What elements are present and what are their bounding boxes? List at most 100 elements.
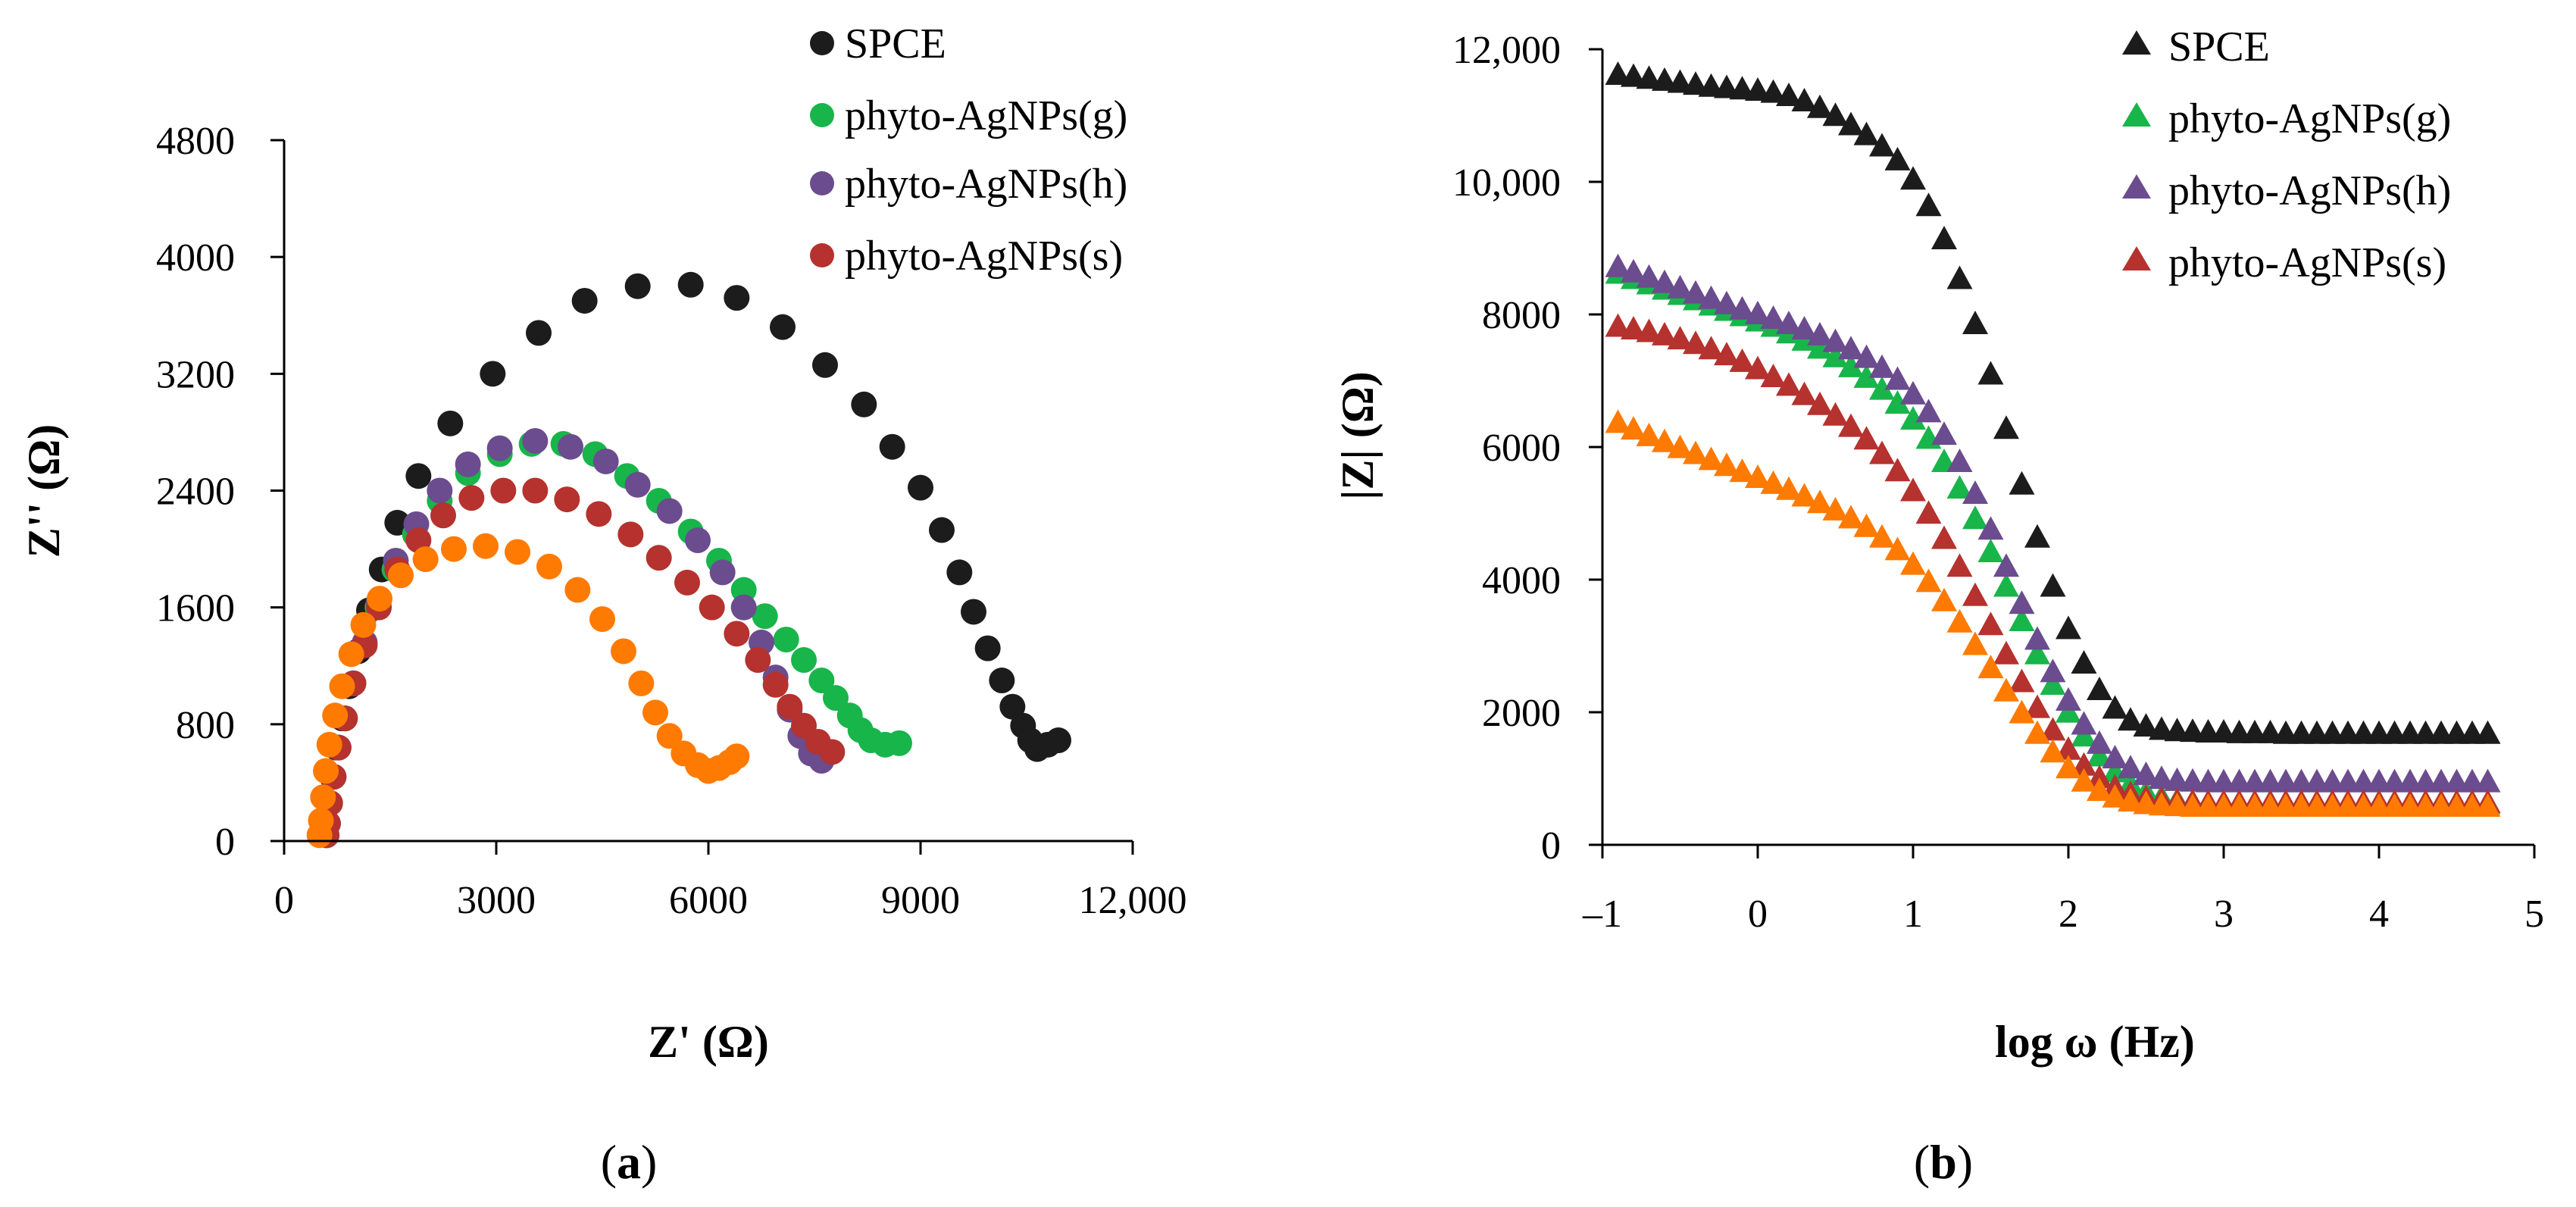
panel-a-data-point (961, 599, 986, 625)
panel-b-data-point (1977, 539, 2004, 562)
panel-a-label: (a) (601, 1135, 658, 1189)
panel-b-y-tick-label: 0 (1541, 824, 1561, 868)
panel-a-legend-marker-g (810, 103, 834, 127)
panel-a-data-point (677, 271, 704, 298)
panel-b-data-point (1962, 505, 1988, 530)
panel-b-data-point (2133, 713, 2159, 737)
panel-b-data-point (2055, 699, 2081, 723)
panel-a-legend: SPCE phyto-AgNPs(g) phyto-AgNPs(h) phyto… (810, 20, 1127, 280)
panel-a-data-point (879, 433, 905, 460)
panel-b-data-point (2009, 608, 2035, 631)
panel-b-data-point (1714, 290, 1740, 314)
panel-a-y-tick-label: 2400 (156, 471, 235, 514)
panel-a-data-point (624, 471, 651, 498)
panel-b-legend-marker-s (2122, 246, 2151, 270)
panel-a-data-point (522, 477, 549, 504)
panel-b-data-point (1667, 69, 1693, 93)
panel-a-y-tick-label: 4000 (156, 236, 235, 280)
panel-b-data-point (2087, 677, 2112, 700)
panel-b-data-point (2087, 730, 2112, 754)
panel-b-data-point (1652, 428, 1677, 452)
panel-b-data-point (1667, 434, 1693, 458)
panel-a-legend-marker-spce (810, 31, 834, 55)
panel-a-x-tick-label: 6000 (669, 879, 748, 922)
panel-a-data-point (505, 539, 530, 565)
panel-b-data-point (1838, 111, 1864, 136)
panel-a-x-tick-label: 3000 (457, 879, 536, 922)
panel-b-label-letter: b (1930, 1135, 1957, 1189)
panel-a-y-tick-label: 800 (176, 704, 235, 747)
panel-b-data-point (1605, 409, 1631, 433)
panel-b-data-point (1636, 65, 1662, 89)
panel-b-label: (b) (1914, 1135, 1973, 1189)
panel-b-y-tick-label: 4000 (1482, 559, 1561, 602)
panel-b-data-point (1931, 421, 1957, 446)
panel-b-data-point (2474, 793, 2501, 817)
panel-b-data-point (1621, 258, 1646, 283)
panel-a-y-tick-label: 0 (215, 821, 235, 864)
panel-b-data-point (1791, 88, 1818, 111)
panel-b-data-point (1605, 61, 1631, 85)
panel-b-data-point (1760, 79, 1787, 103)
panel-b-data-point (1869, 133, 1895, 157)
panel-b-data-point (1807, 94, 1833, 118)
panel-a-legend-marker-s (810, 243, 834, 267)
panel-a-x-ticks: 0 3000 6000 9000 12,000 (274, 841, 1187, 922)
panel-a-data-point (316, 731, 342, 758)
panel-b-data-point (2087, 743, 2112, 767)
panel-b-data-point (2009, 590, 2035, 614)
panel-b-data-point (1977, 361, 2004, 385)
panel-b-data-point (1714, 342, 1740, 366)
panel-b-data-point (1807, 335, 1833, 359)
panel-b-legend: SPCE phyto-AgNPs(g) phyto-AgNPs(h) phyto… (2122, 23, 2451, 286)
panel-b-data-point (1807, 321, 1833, 346)
panel-a-data-point (974, 635, 1001, 661)
panel-a-y-tick-label: 3200 (156, 353, 235, 396)
panel-a-label-letter: a (617, 1135, 641, 1189)
panel-b-x-tick-label: 1 (1903, 893, 1923, 936)
panel-b-data-point (1838, 505, 1864, 529)
panel-b-data-point (2102, 695, 2128, 719)
panel-b-y-tick-label: 12,000 (1452, 29, 1561, 72)
panel-b-data-point (2040, 573, 2066, 597)
panel-b-data-point (2087, 765, 2112, 789)
panel-b-data-point (1946, 553, 1973, 577)
panel-a-data-point (770, 314, 796, 340)
panel-a: 0 3000 6000 9000 12,000 0 800 1600 2400 3200 4000… (19, 20, 1187, 1189)
panel-b-x-axis-title: log ω (Hz) (1995, 1017, 2195, 1067)
panel-b-x-tick-label: 3 (2214, 893, 2234, 936)
panel-a-data-point (908, 474, 933, 501)
panel-a-data-point (437, 410, 464, 436)
panel-b-data-point (1698, 285, 1724, 309)
panel-b-data-point (1605, 313, 1631, 337)
panel-a-x-tick-label: 9000 (881, 879, 960, 922)
panel-a-legend-label-spce: SPCE (845, 20, 946, 67)
panel-b-data-point (2009, 471, 2035, 495)
panel-a-data-point (350, 611, 377, 638)
panel-b-data-point (1636, 264, 1662, 288)
panel-b-y-tick-label: 6000 (1482, 427, 1561, 470)
panel-b-data-point (1822, 102, 1849, 127)
panel-a-series-series-5 (306, 533, 750, 849)
panel-b-plot-area (1605, 61, 2501, 817)
panel-a-data-point (554, 486, 580, 513)
panel-b-data-point (2024, 720, 2050, 744)
panel-a-data-point (536, 553, 562, 580)
panel-a-data-point (730, 594, 757, 621)
panel-b-data-point (1869, 354, 1895, 378)
panel-a-data-point (724, 285, 750, 311)
panel-a-plot-area (306, 271, 1071, 849)
panel-b-data-point (2149, 765, 2174, 790)
panel-b-series-spce (1605, 61, 2501, 744)
panel-b-data-point (1853, 426, 1880, 450)
panel-b-data-point (1946, 475, 1973, 499)
panel-b-legend-marker-h (2122, 174, 2151, 199)
panel-b-data-point (1745, 77, 1771, 101)
panel-b-data-point (1946, 608, 1973, 633)
panel-b-legend-label-s: phyto-AgNPs(s) (2168, 239, 2446, 286)
panel-a-data-point (480, 361, 506, 387)
panel-a-y-tick-label: 4800 (156, 120, 235, 163)
panel-b-data-point (1807, 489, 1833, 514)
panel-b-data-point (1853, 344, 1880, 368)
